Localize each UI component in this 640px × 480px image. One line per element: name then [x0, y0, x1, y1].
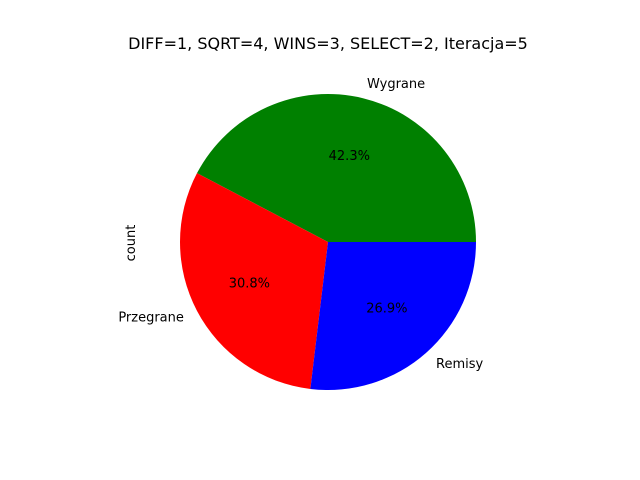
slice-label-remisy: Remisy — [436, 357, 483, 372]
percent-label-wygrane: 42.3% — [329, 149, 370, 164]
y-axis-label: count — [124, 225, 139, 262]
pie-slice-remisy — [310, 242, 476, 391]
pie-slice-przegrane — [180, 173, 328, 389]
pie-slice-wygrane — [196, 94, 477, 243]
slice-labels: Wygrane Przegrane Remisy — [118, 77, 483, 372]
percent-labels: 42.3% 30.8% 26.9% — [229, 149, 408, 317]
chart-title: DIFF=1, SQRT=4, WINS=3, SELECT=2, Iterac… — [128, 34, 528, 53]
pie-slices — [180, 94, 477, 391]
percent-label-remisy: 26.9% — [366, 301, 407, 316]
slice-label-wygrane: Wygrane — [367, 77, 425, 92]
slice-label-przegrane: Przegrane — [118, 311, 184, 326]
percent-label-przegrane: 30.8% — [229, 276, 270, 291]
